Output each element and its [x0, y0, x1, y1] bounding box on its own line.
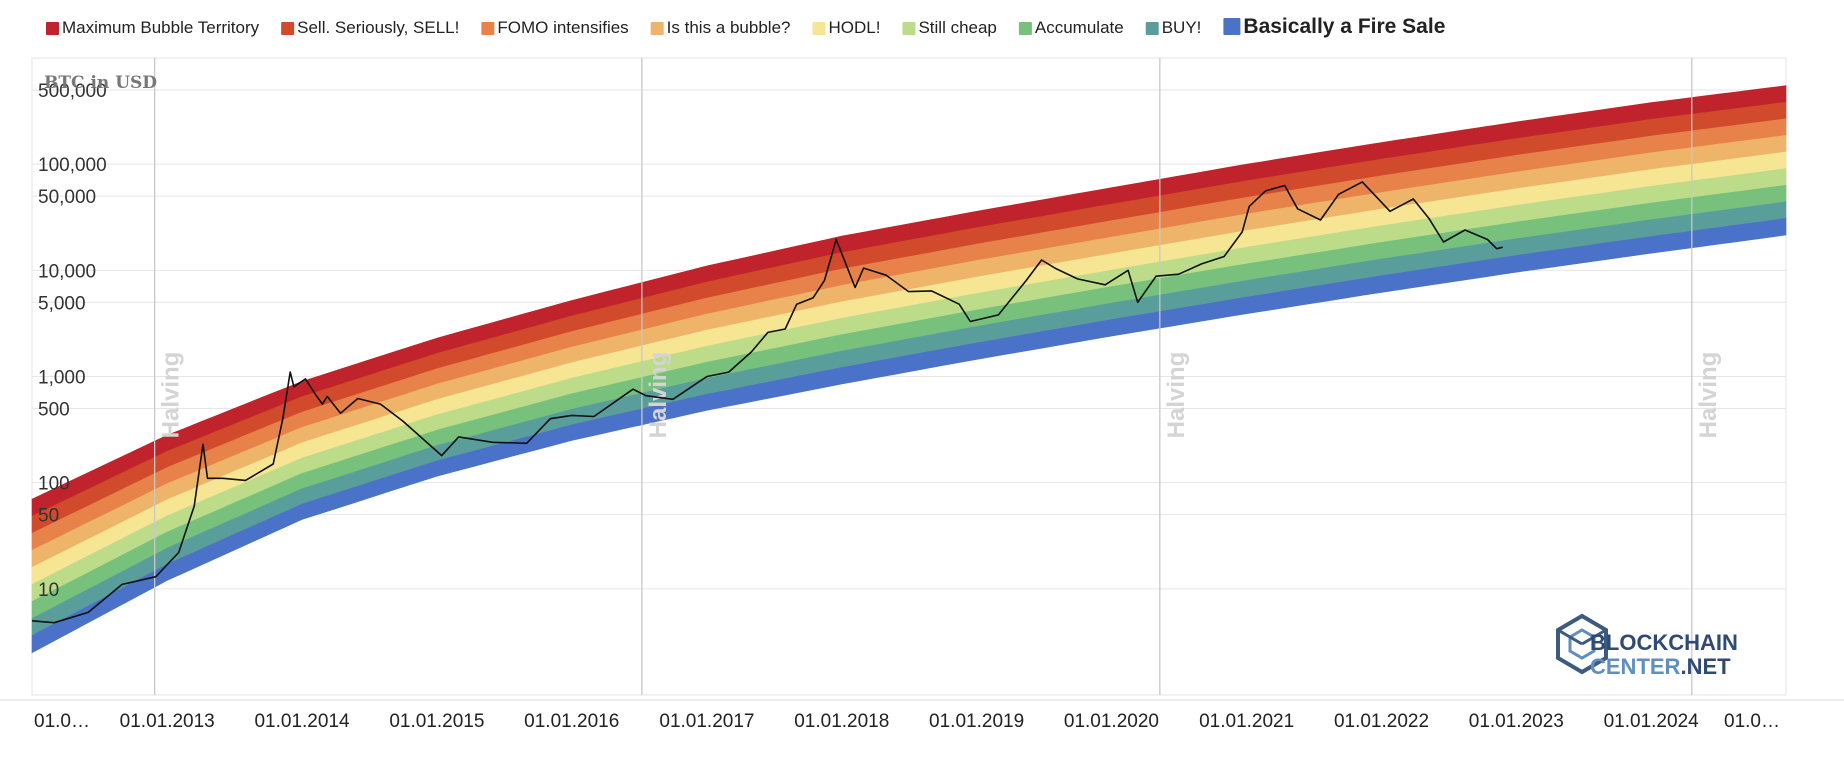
logo-line-2-net: .NET [1680, 654, 1731, 679]
legend-item-label: Maximum Bubble Territory [62, 18, 260, 37]
blockchaincenter-logo: BLOCKCHAIN CENTER.NET [1556, 613, 1738, 679]
x-tick-label: 01.0… [1724, 711, 1780, 732]
band-basically-a-fire-sale [31, 218, 1787, 654]
logo-line-2-center: CENTER [1590, 654, 1681, 679]
halving-label: Halving [1163, 352, 1190, 439]
legend-swatch [902, 22, 916, 35]
x-tick-label: 01.01.2019 [929, 711, 1024, 732]
x-tick-label: 01.01.2020 [1064, 711, 1159, 732]
x-axis-ticks: 01.0… 01.01.2013 01.01.2014 01.01.2015 01.01… [0, 699, 1844, 732]
cube-logo-icon [1556, 613, 1608, 675]
x-tick-label: 01.01.2016 [524, 711, 619, 732]
y-tick-label: 50 [38, 506, 59, 527]
x-tick-label: 01.01.2015 [389, 711, 484, 732]
legend-item-label: Accumulate [1035, 18, 1124, 37]
x-tick-label: 01.01.2022 [1334, 711, 1429, 732]
legend-swatch [46, 22, 59, 35]
legend-swatch [281, 22, 295, 35]
y-axis-ticks: 500,000 100,000 50,000 10,000 5,000 1,000 500 1… [38, 81, 107, 601]
legend-swatch [1018, 22, 1032, 35]
legend-swatch [1145, 22, 1159, 35]
y-tick-label: 1,000 [38, 368, 86, 389]
legend: Maximum Bubble Territory Sell. Seriously,… [46, 15, 1445, 38]
price-line [31, 181, 1503, 624]
halving-label: Halving [158, 352, 185, 439]
x-tick-label: 01.01.2024 [1604, 711, 1700, 732]
y-tick-label: 5,000 [38, 293, 86, 314]
y-tick-label: 500,000 [38, 81, 107, 102]
x-tick-label: 01.01.2023 [1469, 711, 1564, 732]
legend-item-label: Sell. Seriously, SELL! [297, 18, 459, 37]
halving-markers: Halving Halving Halving Halving [153, 58, 1722, 695]
y-tick-label: 100 [38, 474, 70, 495]
x-tick-label: 01.01.2013 [120, 711, 215, 732]
y-tick-label: 500 [38, 399, 70, 420]
x-tick-label: 01.0… [34, 711, 90, 732]
y-tick-label: 10 [38, 580, 59, 601]
logo-line-2: CENTER.NET [1590, 654, 1731, 679]
y-tick-label: 100,000 [38, 155, 107, 176]
legend-item-label: Is this a bubble? [667, 18, 791, 37]
legend-swatch [481, 22, 495, 35]
y-tick-label: 50,000 [38, 187, 96, 208]
y-tick-label: 10,000 [38, 261, 96, 282]
x-tick-label: 01.01.2014 [254, 711, 350, 732]
legend-swatch [812, 22, 826, 35]
x-tick-label: 01.01.2021 [1199, 711, 1294, 732]
y-axis-label: BTC in USD [44, 73, 157, 93]
halving-label: Halving [1695, 352, 1722, 439]
price-series [31, 181, 1503, 624]
legend-item-label: HODL! [828, 18, 880, 37]
x-tick-label: 01.01.2018 [794, 711, 889, 732]
x-tick-label: 01.01.2017 [659, 711, 754, 732]
legend-item-label: FOMO intensifies [497, 18, 628, 37]
halving-label: Halving [645, 352, 672, 439]
rainbow-bands [31, 85, 1787, 654]
legend-item-label: Still cheap [918, 18, 996, 37]
legend-item-label: BUY! [1162, 18, 1202, 37]
logo-line-1: BLOCKCHAIN [1590, 630, 1738, 655]
legend-item-label: Basically a Fire Sale [1243, 15, 1445, 38]
legend-swatch [650, 22, 664, 35]
legend-swatch [1223, 18, 1241, 35]
